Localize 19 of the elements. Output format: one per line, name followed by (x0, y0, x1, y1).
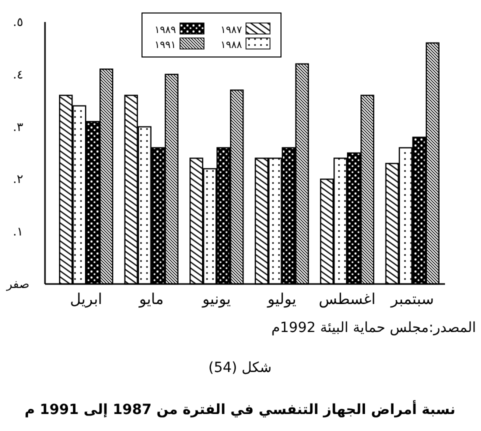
x-tick-label: مايو (138, 290, 164, 308)
x-tick-label: اغسطس (318, 290, 376, 308)
x-tick-label: سبتمبر (390, 290, 434, 308)
y-tick-label: .٣ (12, 120, 24, 134)
legend-label: ١٩٨٧ (220, 25, 243, 36)
x-tick-label: ابريل (70, 290, 102, 308)
legend-label: ١٩٨٩ (154, 25, 176, 36)
y-tick-label: صفر (6, 277, 30, 291)
text: شكل (54) (208, 360, 272, 376)
x-tick-label: يونيو (201, 290, 231, 308)
y-tick-label: .٤ (12, 67, 24, 82)
text: المصدر:مجلس حماية البيئة 1992م (271, 320, 476, 336)
text: نسبة أمراض الجهاز التنفسي في الفترة من 1987 إلى 1991 م (24, 400, 456, 418)
y-tick-label: .١ (12, 224, 24, 239)
x-tick-label: يوليو (266, 290, 296, 308)
y-tick-label: .٥ (12, 15, 24, 29)
y-tick-label: .٢ (12, 172, 24, 186)
legend-label: ١٩٩١ (154, 40, 176, 51)
legend-label: ١٩٨٨ (220, 40, 243, 51)
